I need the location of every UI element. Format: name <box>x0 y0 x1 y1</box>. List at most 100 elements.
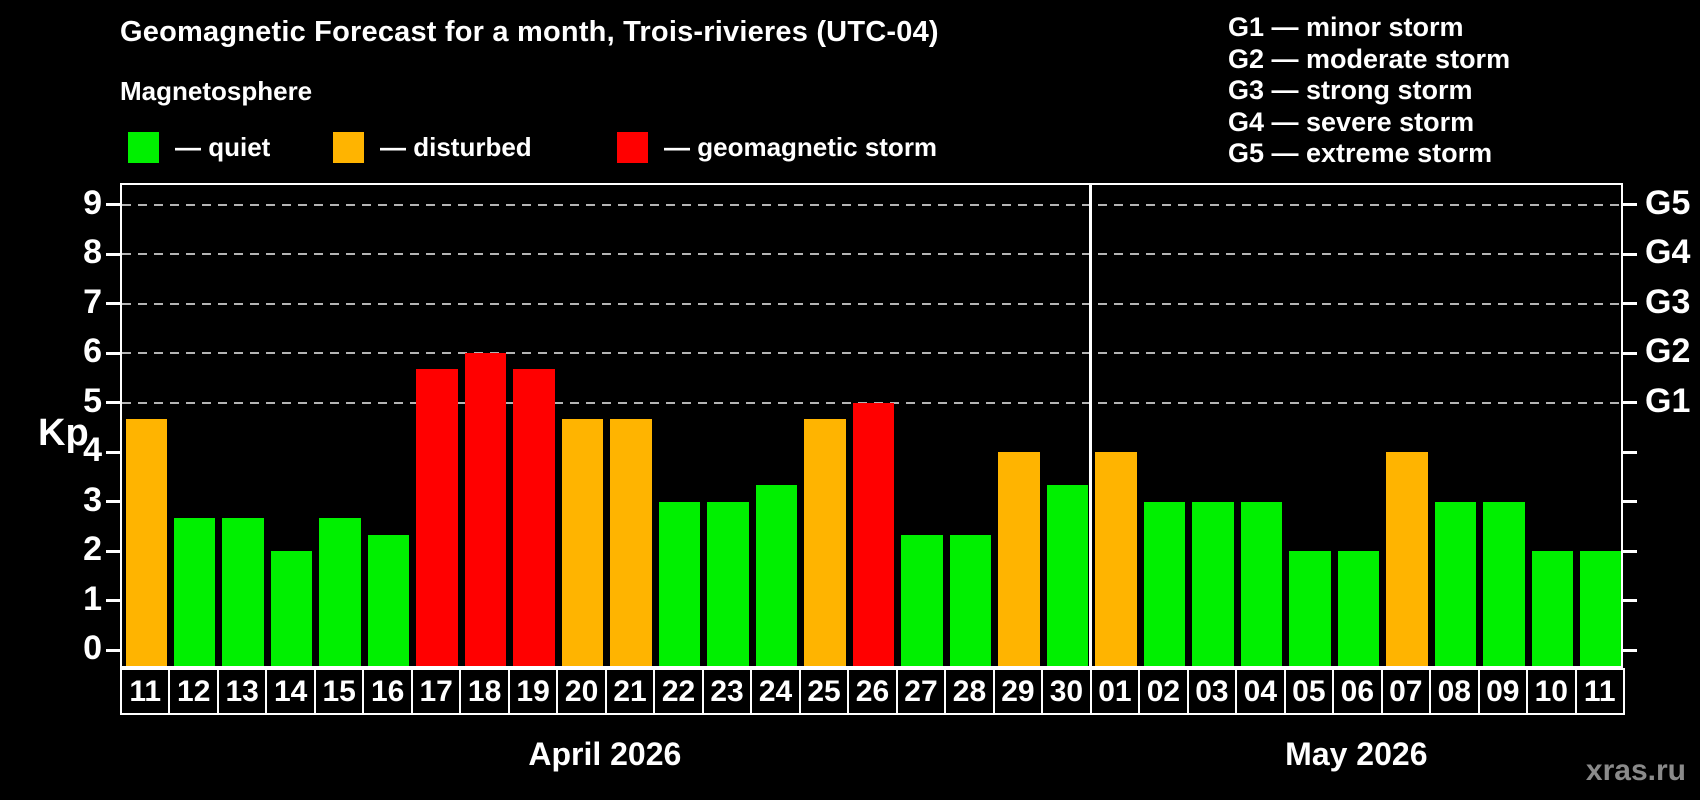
day-box-april-12: 12 <box>168 668 219 715</box>
g-legend-line-1: G1 — minor storm <box>1228 12 1464 42</box>
y-tick-label-6: 6 <box>83 332 102 370</box>
right-tick-3 <box>1623 500 1637 503</box>
y-tick-6 <box>106 351 120 355</box>
right-tick-9 <box>1623 203 1637 206</box>
day-box-may-08: 08 <box>1429 668 1480 715</box>
y-tick-label-4: 4 <box>83 431 102 469</box>
g-axis-label-G4: G4 <box>1645 233 1691 271</box>
y-tick-label-8: 8 <box>83 233 102 271</box>
bar-april-18 <box>464 353 507 666</box>
bar-april-28 <box>949 534 992 666</box>
y-tick-label-1: 1 <box>83 579 102 618</box>
month-label-2: May 2026 <box>1285 736 1428 772</box>
y-axis-label: Kp <box>38 412 89 454</box>
y-tick-label-2: 2 <box>83 530 102 568</box>
bar-april-26 <box>852 402 895 666</box>
right-tick-5 <box>1623 401 1637 404</box>
bar-april-16 <box>367 534 410 666</box>
month-label-1: April 2026 <box>528 736 682 772</box>
day-box-april-16: 16 <box>362 668 413 715</box>
right-tick-6 <box>1623 351 1637 355</box>
right-tick-1 <box>1623 599 1637 602</box>
y-tick-7 <box>106 302 120 305</box>
day-box-may-06: 06 <box>1332 668 1383 715</box>
legend-item-disturbed: — disturbed <box>333 131 532 163</box>
day-box-april-13: 13 <box>216 668 268 715</box>
y-tick-label-5: 5 <box>83 381 102 420</box>
bar-may-05 <box>1289 551 1331 666</box>
g-scale-legend: G1 — minor storm G2 — moderate storm G3 — … <box>1228 12 1510 170</box>
day-box-april-15: 15 <box>313 668 365 715</box>
day-box-may-01: 01 <box>1089 668 1141 715</box>
day-box-may-10: 10 <box>1526 668 1577 715</box>
day-box-may-02: 02 <box>1138 668 1189 715</box>
chart-title: Geomagnetic Forecast for a month, Trois-… <box>120 16 939 48</box>
g-axis-label-G5: G5 <box>1645 183 1691 222</box>
gridline-kp9 <box>122 203 1621 206</box>
g-legend-line-4: G4 — severe storm <box>1228 106 1475 137</box>
bar-may-01 <box>1095 452 1137 666</box>
day-box-april-18: 18 <box>459 668 510 715</box>
bar-may-11 <box>1580 551 1622 666</box>
g-axis-label-G3: G3 <box>1645 282 1691 321</box>
bar-april-20 <box>561 418 604 666</box>
bar-april-27 <box>901 534 943 666</box>
bar-may-09 <box>1483 501 1525 666</box>
right-tick-4 <box>1623 450 1637 454</box>
legend-item-storm: — geomagnetic storm <box>617 131 937 163</box>
day-box-april-23: 23 <box>701 668 753 715</box>
g-legend-line-3: G3 — strong storm <box>1228 75 1473 105</box>
bar-april-11 <box>125 418 167 666</box>
day-box-april-20: 20 <box>556 668 607 715</box>
g-legend-line-5: G5 — extreme storm <box>1228 138 1493 168</box>
bar-may-03 <box>1192 501 1234 666</box>
right-tick-8 <box>1623 252 1637 256</box>
legend-swatch-disturbed <box>333 131 364 163</box>
day-box-april-22: 22 <box>653 668 704 715</box>
right-tick-0 <box>1623 648 1637 652</box>
chart-subtitle: Magnetosphere <box>120 76 313 106</box>
bar-april-25 <box>804 418 846 666</box>
y-tick-9 <box>106 203 120 206</box>
day-box-april-25: 25 <box>798 668 850 715</box>
legend-swatch-storm <box>617 131 648 163</box>
day-box-april-17: 17 <box>410 668 462 715</box>
day-box-april-27: 27 <box>895 668 947 715</box>
day-box-may-04: 04 <box>1235 668 1286 715</box>
y-tick-0 <box>106 648 120 652</box>
g-legend-line-2: G2 — moderate storm <box>1228 43 1511 74</box>
plot-area <box>120 183 1623 668</box>
day-box-april-28: 28 <box>944 668 995 715</box>
bar-april-17 <box>416 369 458 666</box>
bar-april-30 <box>1046 485 1089 666</box>
y-tick-label-7: 7 <box>83 282 102 321</box>
day-box-april-11: 11 <box>120 668 171 715</box>
legend-item-quiet: — quiet <box>128 131 270 163</box>
bar-april-19 <box>513 369 555 666</box>
y-tick-label-3: 3 <box>83 480 102 519</box>
bar-april-13 <box>222 517 264 666</box>
bar-may-06 <box>1337 551 1380 666</box>
day-box-april-21: 21 <box>604 668 656 715</box>
gridline-kp7 <box>122 302 1621 305</box>
day-box-may-11: 11 <box>1574 668 1625 715</box>
bar-april-15 <box>319 517 361 666</box>
legend-label-disturbed: — disturbed <box>380 131 532 162</box>
day-box-may-05: 05 <box>1283 668 1335 715</box>
bar-april-21 <box>610 418 652 666</box>
bar-april-22 <box>658 501 701 666</box>
y-tick-4 <box>106 450 120 454</box>
day-box-april-19: 19 <box>507 668 559 715</box>
legend-label-storm: — geomagnetic storm <box>664 131 938 162</box>
y-tick-2 <box>106 549 120 553</box>
bar-may-07 <box>1386 452 1428 666</box>
legend-label-quiet: — quiet <box>175 131 271 162</box>
bar-april-29 <box>998 452 1040 666</box>
watermark: xras.ru <box>1585 754 1686 787</box>
y-tick-3 <box>106 500 120 503</box>
bar-april-24 <box>755 485 798 666</box>
gridline-kp8 <box>122 253 1621 255</box>
y-tick-5 <box>106 401 120 404</box>
bar-may-02 <box>1143 501 1186 666</box>
